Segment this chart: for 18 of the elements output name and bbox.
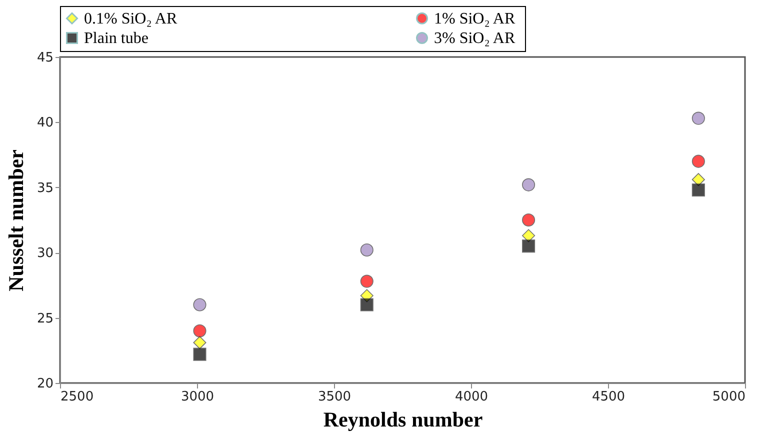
y-tick-label: 30 bbox=[36, 246, 54, 262]
x-tick-label: 4500 bbox=[592, 390, 626, 404]
x-tick-label: 4000 bbox=[454, 390, 488, 404]
x-tick-label: 3000 bbox=[180, 390, 214, 404]
x-tick-label: 3500 bbox=[318, 390, 352, 404]
legend-label: 0.1% SiO₂ AR bbox=[84, 10, 178, 28]
x-axis-title: Reynolds number bbox=[323, 408, 483, 432]
y-tick-label: 20 bbox=[36, 376, 54, 392]
y-tick-label: 35 bbox=[36, 180, 54, 196]
legend-label: 3% SiO₂ AR bbox=[434, 30, 516, 47]
y-tick-label: 45 bbox=[36, 50, 54, 66]
y-tick-label: 25 bbox=[36, 311, 54, 326]
x-tick-label: 2500 bbox=[60, 390, 94, 404]
legend-label: Plain tube bbox=[84, 30, 148, 47]
y-axis-title: Nusselt number bbox=[4, 150, 28, 292]
legend-label: 1% SiO₂ AR bbox=[434, 10, 516, 28]
x-tick-label: 5000 bbox=[712, 390, 746, 404]
y-tick-label: 40 bbox=[36, 116, 54, 131]
